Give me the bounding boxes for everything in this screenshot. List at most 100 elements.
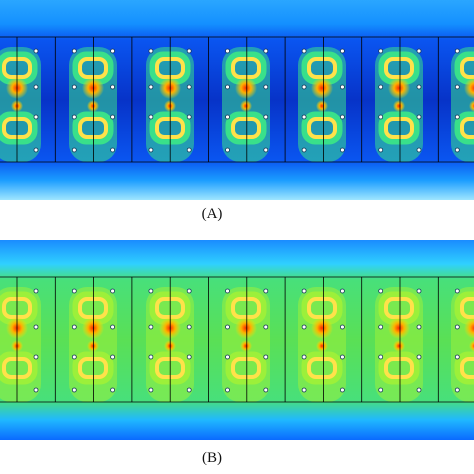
probe: [225, 354, 230, 360]
probe: [378, 387, 384, 393]
probe: [148, 147, 154, 153]
probe: [454, 288, 460, 294]
probe: [148, 48, 154, 54]
hot-spot: [82, 77, 104, 99]
probe: [301, 324, 307, 330]
probe: [301, 354, 307, 360]
device-ring: [454, 51, 474, 85]
hot-spot: [469, 100, 474, 112]
probe: [339, 387, 345, 393]
device-ring: [301, 351, 343, 385]
probe: [148, 324, 154, 330]
probe: [110, 84, 115, 90]
probe: [33, 324, 39, 330]
probe: [33, 288, 39, 294]
probe: [110, 147, 115, 153]
device-ring: [454, 111, 474, 145]
probe: [71, 387, 77, 393]
panel-label: (B): [202, 450, 222, 466]
hot-spot: [240, 340, 252, 352]
probe: [263, 147, 269, 153]
hot-spot: [235, 77, 257, 99]
device-ring: [78, 357, 108, 379]
probe: [110, 387, 115, 393]
probe: [71, 84, 77, 90]
probe: [378, 324, 384, 330]
probe: [301, 387, 307, 393]
probe: [225, 84, 230, 90]
probe: [33, 147, 39, 153]
device-ring: [384, 117, 414, 139]
probe: [339, 114, 345, 120]
hot-spot: [87, 340, 99, 352]
probe: [225, 324, 230, 330]
device-ring: [378, 351, 420, 385]
probe: [110, 324, 115, 330]
hot-spot: [388, 77, 410, 99]
probe: [225, 147, 230, 153]
probe: [301, 147, 307, 153]
device-ring: [384, 357, 414, 379]
probe: [416, 48, 422, 54]
probe: [301, 48, 307, 54]
probe: [263, 84, 269, 90]
probe: [378, 114, 384, 120]
device-ring: [454, 291, 474, 325]
probe: [378, 84, 384, 90]
probe: [378, 147, 384, 153]
device-ring: [72, 351, 114, 385]
probe: [263, 324, 269, 330]
hot-spot: [469, 340, 474, 352]
device-ring: [460, 297, 474, 319]
probe: [225, 48, 230, 54]
device-ring: [454, 351, 474, 385]
probe: [110, 354, 115, 360]
hot-spot: [393, 340, 405, 352]
probe: [186, 114, 192, 120]
probe: [454, 354, 460, 360]
probe: [454, 84, 460, 90]
probe: [263, 288, 269, 294]
probe: [186, 324, 192, 330]
probe: [263, 354, 269, 360]
probe: [71, 48, 77, 54]
probe: [339, 354, 345, 360]
probe: [378, 354, 384, 360]
probe: [263, 48, 269, 54]
probe: [71, 354, 77, 360]
probe: [148, 387, 154, 393]
hot-spot: [87, 100, 99, 112]
probe: [71, 114, 77, 120]
probe: [110, 48, 115, 54]
device-ring: [307, 357, 337, 379]
device-ring: [301, 111, 343, 145]
probe: [416, 324, 422, 330]
probe: [339, 84, 345, 90]
probe: [186, 147, 192, 153]
hot-spot: [316, 100, 328, 112]
hot-spot: [82, 317, 104, 339]
probe: [186, 354, 192, 360]
hot-spot: [393, 100, 405, 112]
probe: [454, 324, 460, 330]
probe: [33, 114, 39, 120]
probe: [378, 48, 384, 54]
probe: [263, 114, 269, 120]
probe: [454, 147, 460, 153]
probe: [339, 48, 345, 54]
probe: [71, 288, 77, 294]
probe: [33, 48, 39, 54]
probe: [225, 288, 230, 294]
probe: [378, 288, 384, 294]
device-ring: [460, 117, 474, 139]
hot-spot: [235, 317, 257, 339]
device-ring: [460, 357, 474, 379]
probe: [225, 114, 230, 120]
probe: [454, 114, 460, 120]
probe: [339, 288, 345, 294]
probe: [301, 288, 307, 294]
panel-label: (A): [202, 206, 223, 222]
probe: [148, 288, 154, 294]
device-ring: [78, 117, 108, 139]
